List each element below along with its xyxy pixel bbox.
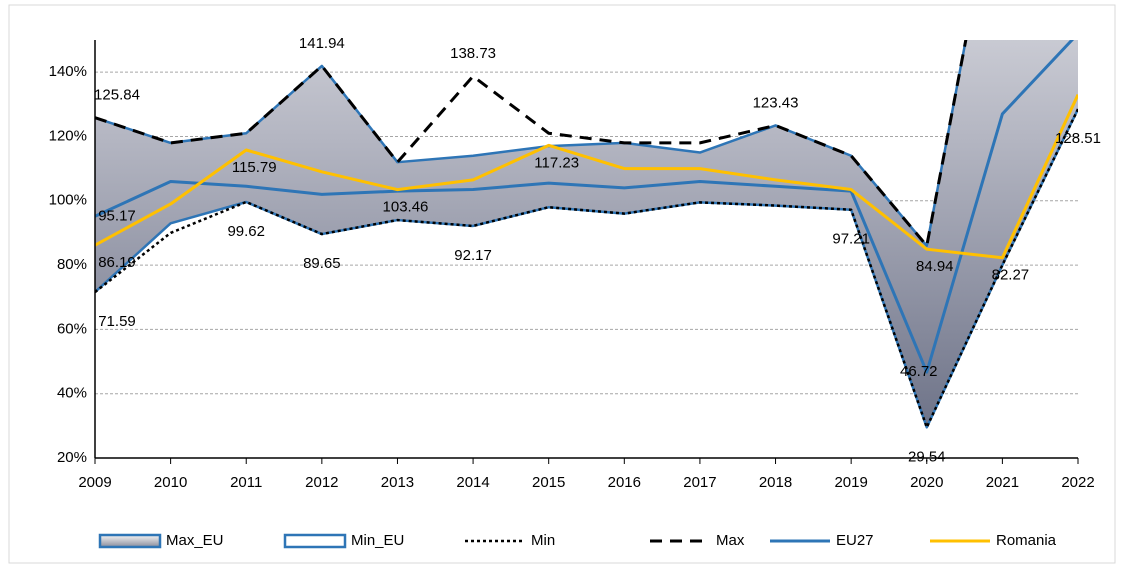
x-tick-label: 2013 xyxy=(381,474,414,491)
chart-border xyxy=(8,4,1116,564)
legend-label: Romania xyxy=(996,532,1057,549)
legend-swatch xyxy=(98,533,162,549)
x-tick-label: 2022 xyxy=(1061,474,1094,491)
x-tick-label: 2011 xyxy=(230,474,262,491)
data-label: 115.79 xyxy=(232,159,277,176)
data-label: 99.62 xyxy=(227,223,265,240)
data-label: 123.43 xyxy=(753,94,799,111)
x-tick-label: 2017 xyxy=(683,474,716,491)
x-tick-label: 2020 xyxy=(910,474,943,491)
data-label: 138.73 xyxy=(450,45,496,62)
x-tick-label: 2018 xyxy=(759,474,792,491)
data-label: 84.94 xyxy=(916,258,954,275)
data-label: 86.19 xyxy=(98,254,136,271)
series-line xyxy=(95,40,1075,374)
y-tick-label: 140% xyxy=(49,63,87,80)
x-tick-label: 2009 xyxy=(78,474,111,491)
data-label: 141.94 xyxy=(299,35,345,52)
data-label: 125.84 xyxy=(94,87,140,104)
plot-area xyxy=(95,40,1078,429)
legend-label: Max xyxy=(716,532,745,549)
legend-label: Max_EU xyxy=(166,532,224,549)
y-tick-label: 40% xyxy=(57,385,87,402)
data-label: 97.21 xyxy=(832,231,870,248)
data-label: 46.72 xyxy=(900,363,938,380)
x-tick-label: 2019 xyxy=(834,474,867,491)
x-tick-label: 2014 xyxy=(456,474,489,491)
series-line xyxy=(95,94,1078,260)
data-label: 103.46 xyxy=(383,199,429,216)
band-area xyxy=(95,40,1078,428)
y-tick-label: 120% xyxy=(49,127,87,144)
legend-label: EU27 xyxy=(836,532,874,549)
y-tick-label: 60% xyxy=(57,320,87,337)
y-tick-label: 20% xyxy=(57,449,87,466)
data-label: 82.27 xyxy=(992,267,1030,284)
series-line xyxy=(95,40,968,248)
x-tick-label: 2015 xyxy=(532,474,565,491)
data-label: 89.65 xyxy=(303,255,341,272)
data-label: 71.59 xyxy=(98,313,136,330)
legend-label: Min xyxy=(531,532,555,549)
legend-swatch xyxy=(283,533,347,549)
data-label: 29.54 xyxy=(908,448,946,465)
y-tick-label: 100% xyxy=(49,192,87,209)
x-tick-label: 2010 xyxy=(154,474,187,491)
y-tick-label: 80% xyxy=(57,256,87,273)
data-label: 92.17 xyxy=(454,247,492,264)
data-label: 128.51 xyxy=(1055,130,1101,147)
x-tick-label: 2012 xyxy=(305,474,338,491)
x-tick-label: 2016 xyxy=(608,474,641,491)
series-line xyxy=(95,40,968,248)
series-line xyxy=(95,108,1078,429)
x-tick-label: 2021 xyxy=(986,474,1019,491)
data-label: 117.23 xyxy=(534,154,579,171)
data-label: 95.17 xyxy=(98,207,136,224)
legend-label: Min_EU xyxy=(351,532,404,549)
